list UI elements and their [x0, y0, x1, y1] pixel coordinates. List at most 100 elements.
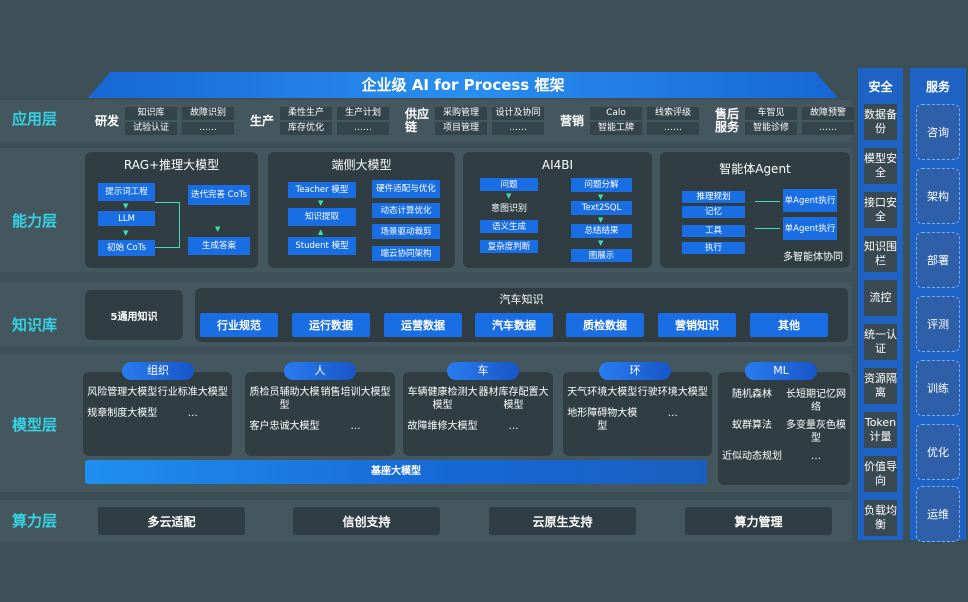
arrow-down-icon: ▼ [318, 199, 324, 207]
app-item[interactable]: 故障识别 [182, 107, 234, 120]
layer-label-compute: 算力层 [12, 512, 58, 530]
app-item[interactable]: 智能工牌 [590, 122, 642, 135]
model-item: 销售培训大模型 [320, 387, 391, 398]
layer-label-ability: 能力层 [12, 212, 58, 230]
app-item[interactable]: 设计及协同 [492, 107, 544, 120]
app-item[interactable]: 试验认证 [125, 122, 177, 135]
compute-item[interactable]: 云原生支持 [489, 507, 636, 535]
security-item: 资源隔离 [864, 368, 897, 404]
service-item: 运维 [916, 486, 960, 542]
model-group-org: 风险管理大模型 行业标准大模型 规章制度大模型… [83, 372, 232, 456]
flow-box: 场景驱动裁剪 [372, 224, 440, 239]
arrow-down-icon: ▼ [598, 216, 604, 224]
knowledge-item[interactable]: 质检数据 [566, 313, 644, 337]
rag-panel: RAG+推理大模型 提示词工程 ▼ LLM ▼ 初始 CoTs 迭代完善 CoT… [85, 152, 258, 268]
panel-title: RAG+推理大模型 [123, 158, 220, 172]
app-item: …… [802, 122, 854, 135]
knowledge-item[interactable]: 其他 [750, 313, 828, 337]
model-item: 车辆健康检测大模型 [407, 387, 478, 411]
app-item[interactable]: 库存优化 [280, 122, 332, 135]
security-title: 安全 [868, 80, 893, 94]
flow-box: 图展示 [571, 249, 632, 262]
service-item: 部署 [916, 232, 960, 288]
compute-item[interactable]: 多云适配 [98, 507, 245, 535]
model-item: 质检员辅助大模型 [249, 387, 320, 411]
knowledge-item[interactable]: 汽车数据 [475, 313, 553, 337]
compute-item[interactable]: 信创支持 [293, 507, 440, 535]
model-group-ml: 随机森林 长短期记忆网络 蚁群算法 多变量灰色模型 近似动态规划… [718, 372, 850, 485]
app-group-supply-chain: 供应链 采购管理 设计及协同 项目管理 …… [405, 105, 544, 137]
app-item[interactable]: 采购管理 [435, 107, 487, 120]
flow-box: 复杂度判断 [480, 240, 538, 253]
knowledge-item[interactable]: 运营数据 [384, 313, 462, 337]
model-group-vehicle: 车辆健康检测大模型 器材库存配置大模型 故障维修大模型… [403, 372, 553, 456]
model-group-label: 车 [447, 362, 519, 380]
app-item[interactable]: 项目管理 [435, 122, 487, 135]
model-item: … [350, 421, 361, 432]
app-item[interactable]: 知识库 [125, 107, 177, 120]
security-item: 价值导向 [864, 456, 897, 492]
model-item: 蚁群算法 [732, 420, 772, 431]
service-column: 服务 咨询 架构 部署 评测 训练 优化 运维 [910, 68, 966, 542]
ai4bi-panel: AI4BI 问题 ▼ 意图识别 语义生成 复杂度判断 问题分解 ▼ Text2S… [463, 152, 652, 268]
app-group-label: 生产 [250, 113, 275, 128]
layer-label-knowledge: 知识库 [12, 316, 58, 334]
model-item: 行业标准大模型 [157, 387, 228, 398]
security-item: 接口安全 [864, 192, 897, 228]
model-item: … [187, 408, 198, 419]
flow-box: 问题分解 [571, 178, 632, 192]
flow-box: 执行 [682, 242, 745, 254]
app-item[interactable]: 车智见 [745, 107, 797, 120]
app-item: …… [647, 122, 699, 135]
knowledge-item[interactable]: 运行数据 [292, 313, 370, 337]
connector-line [755, 201, 780, 229]
arrow-down-icon: ▼ [123, 229, 129, 237]
app-item[interactable]: 线索评级 [647, 107, 699, 120]
model-item: 随机森林 [732, 389, 772, 400]
panel-title: AI4BI [541, 158, 574, 172]
model-item: 天气环境大模型 [567, 387, 638, 398]
model-item: 故障维修大模型 [407, 421, 478, 432]
flow-box: 语义生成 [480, 220, 538, 233]
model-item: 长短期记忆网络 [786, 389, 846, 413]
app-item[interactable]: Calo [590, 107, 642, 120]
model-group-people: 质检员辅助大模型 销售培训大模型客户忠诚大模型 … [245, 372, 395, 456]
flow-box: 动态计算优化 [372, 203, 440, 218]
service-item: 优化 [916, 424, 960, 480]
model-item: 客户忠诚大模型 [249, 421, 320, 432]
flow-text: 意图识别 [490, 204, 527, 214]
model-group-label: 环 [599, 362, 671, 380]
security-column: 安全 数据备份 模型安全 接口安全 知识围栏 流控 统一认证 资源隔离 Toke… [858, 68, 903, 540]
flow-box: 端云协同架构 [372, 246, 440, 261]
app-group-label: 供应链 [405, 107, 430, 134]
arrow-down-icon: ▼ [598, 239, 604, 247]
compute-item[interactable]: 算力管理 [685, 507, 832, 535]
framework-title: 企业级 AI for Process 框架 [88, 72, 838, 98]
app-group-label: 营销 [560, 113, 585, 128]
app-item[interactable]: 智能诊修 [745, 122, 797, 135]
app-item: …… [182, 122, 234, 135]
model-item: 多变量灰色模型 [786, 420, 846, 444]
model-group-label: 人 [284, 362, 356, 380]
model-item: 近似动态规划 [722, 451, 782, 462]
agent-caption: 多智能体协同 [783, 252, 843, 263]
service-item: 训练 [916, 360, 960, 416]
arrow-down-icon: ▼ [506, 192, 512, 200]
app-group-label: 研发 [95, 113, 120, 128]
app-item[interactable]: 柔性生产 [280, 107, 332, 120]
flow-box: 知识提取 [288, 208, 356, 226]
layer-label-model: 模型层 [12, 416, 58, 434]
flow-box: 推理规划 [682, 191, 745, 203]
agent-box: 单Agent执行 [783, 217, 837, 240]
knowledge-item[interactable]: 行业规范 [200, 313, 278, 337]
knowledge-item[interactable]: 营销知识 [658, 313, 736, 337]
flow-box: 提示词工程 [98, 183, 155, 201]
app-item[interactable]: 生产计划 [337, 107, 389, 120]
flow-box: 问题 [480, 178, 538, 191]
app-item[interactable]: 故障预警 [802, 107, 854, 120]
connector-line [155, 202, 180, 248]
app-group-rnd: 研发 知识库 故障识别 试验认证 …… [95, 105, 234, 137]
security-item: 统一认证 [864, 324, 897, 360]
flow-box: Text2SQL [571, 201, 632, 215]
model-item: … [667, 408, 678, 419]
